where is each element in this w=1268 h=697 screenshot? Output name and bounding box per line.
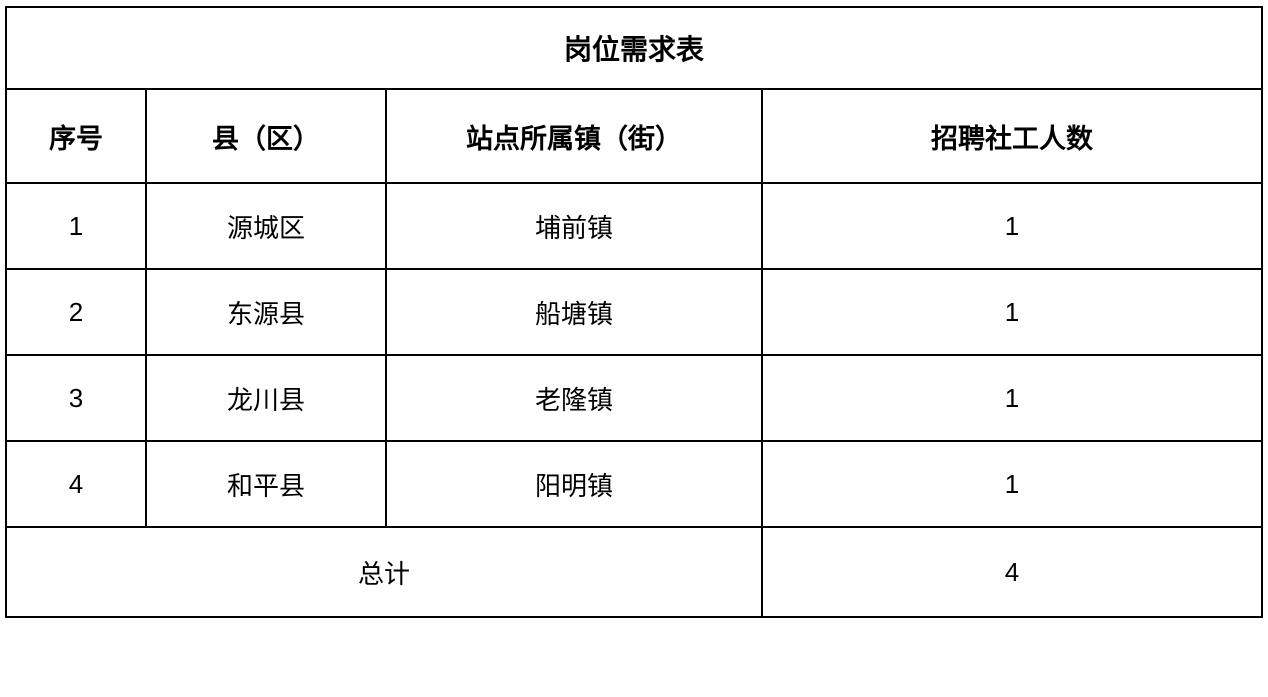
cell-seq: 3 xyxy=(6,355,146,441)
table-row: 1 源城区 埔前镇 1 xyxy=(6,183,1262,269)
table-title: 岗位需求表 xyxy=(6,7,1262,89)
cell-town: 阳明镇 xyxy=(386,441,762,527)
cell-count: 1 xyxy=(762,441,1262,527)
total-count: 4 xyxy=(762,527,1262,617)
table-total-row: 总计 4 xyxy=(6,527,1262,617)
cell-town: 船塘镇 xyxy=(386,269,762,355)
table-title-row: 岗位需求表 xyxy=(6,7,1262,89)
table-row: 4 和平县 阳明镇 1 xyxy=(6,441,1262,527)
cell-seq: 2 xyxy=(6,269,146,355)
cell-count: 1 xyxy=(762,183,1262,269)
cell-count: 1 xyxy=(762,269,1262,355)
column-header-count: 招聘社工人数 xyxy=(762,89,1262,183)
total-label: 总计 xyxy=(6,527,762,617)
cell-county: 龙川县 xyxy=(146,355,386,441)
cell-county: 东源县 xyxy=(146,269,386,355)
cell-town: 老隆镇 xyxy=(386,355,762,441)
table-row: 3 龙川县 老隆镇 1 xyxy=(6,355,1262,441)
column-header-town: 站点所属镇（街） xyxy=(386,89,762,183)
job-demand-table: 岗位需求表 序号 县（区） 站点所属镇（街） 招聘社工人数 1 源城区 埔前镇 … xyxy=(5,6,1263,618)
table-header-row: 序号 县（区） 站点所属镇（街） 招聘社工人数 xyxy=(6,89,1262,183)
column-header-seq: 序号 xyxy=(6,89,146,183)
cell-seq: 1 xyxy=(6,183,146,269)
cell-seq: 4 xyxy=(6,441,146,527)
table-row: 2 东源县 船塘镇 1 xyxy=(6,269,1262,355)
cell-count: 1 xyxy=(762,355,1262,441)
column-header-county: 县（区） xyxy=(146,89,386,183)
cell-county: 源城区 xyxy=(146,183,386,269)
cell-county: 和平县 xyxy=(146,441,386,527)
cell-town: 埔前镇 xyxy=(386,183,762,269)
